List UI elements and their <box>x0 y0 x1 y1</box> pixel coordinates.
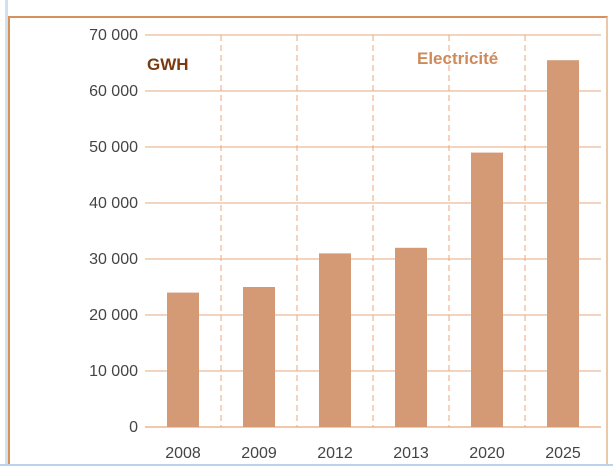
x-tick-label: 2009 <box>241 445 277 462</box>
bar-2025 <box>547 60 579 427</box>
bars <box>167 60 579 427</box>
bar-2020 <box>471 152 503 427</box>
y-unit-label: GWH <box>147 55 189 74</box>
y-tick-label: 0 <box>129 419 138 436</box>
y-tick-label: 10 000 <box>89 363 138 380</box>
bar-2009 <box>243 287 275 427</box>
y-tick-label: 30 000 <box>89 251 138 268</box>
bar-2013 <box>395 247 427 427</box>
y-tick-label: 40 000 <box>89 195 138 212</box>
x-tick-label: 2025 <box>545 445 581 462</box>
y-tick-label: 20 000 <box>89 307 138 324</box>
y-tick-label: 70 000 <box>89 27 138 44</box>
chart-title: Electricité <box>417 49 498 68</box>
y-tick-labels: 0 10 000 20 000 30 000 40 000 50 000 60 000 70 … <box>89 27 138 436</box>
y-tick-label: 50 000 <box>89 139 138 156</box>
bar-2008 <box>167 292 199 427</box>
x-tick-labels: 2008 2009 2012 2013 2020 2025 <box>165 445 581 462</box>
grid-lines <box>145 34 601 428</box>
y-tick-label: 60 000 <box>89 83 138 100</box>
chart-panel: 0 10 000 20 000 30 000 40 000 50 000 60 000 70 … <box>8 16 608 464</box>
x-tick-label: 2013 <box>393 445 429 462</box>
x-tick-label: 2008 <box>165 445 201 462</box>
bar-chart: 0 10 000 20 000 30 000 40 000 50 000 60 000 70 … <box>89 27 601 462</box>
x-tick-label: 2020 <box>469 445 505 462</box>
bar-2012 <box>319 253 351 427</box>
x-tick-label: 2012 <box>317 445 353 462</box>
